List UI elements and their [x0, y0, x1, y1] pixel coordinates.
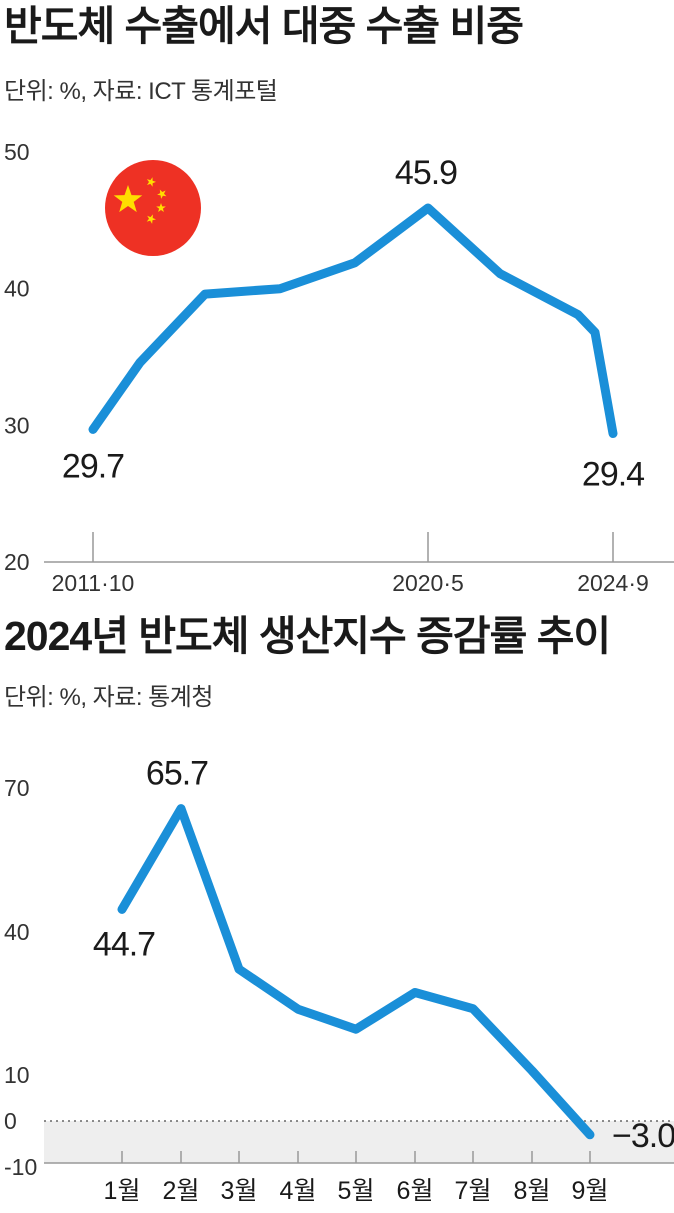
y-tick-label: 40 [4, 276, 30, 302]
negative-region [44, 1121, 674, 1163]
chart1-source-note: 단위: %, 자료: ICT 통계포털 [4, 78, 278, 105]
y-tick-label: 10 [4, 1062, 30, 1088]
chart2-source-note: 단위: %, 자료: 통계청 [4, 684, 213, 711]
flag-small-star-4 [146, 214, 156, 224]
flag-small-star-1 [146, 177, 156, 187]
data-label: 45.9 [395, 154, 457, 192]
flag-small-star-3 [156, 203, 166, 212]
x-category-label: 1월 [104, 1177, 141, 1205]
chart2-title: 2024년 반도체 생산지수 증감률 추이 [4, 613, 611, 659]
data-label: 29.7 [62, 447, 124, 485]
y-tick-label: 70 [4, 775, 30, 801]
flag-small-star-2 [157, 189, 167, 199]
x-category-label: 6월 [397, 1177, 434, 1205]
x-category-label: 3월 [221, 1177, 258, 1205]
y-tick-label: 40 [4, 919, 30, 945]
series-line [88, 203, 618, 438]
x-category-label: 7월 [455, 1177, 492, 1205]
flag-big-star [113, 185, 143, 213]
series-line [117, 804, 595, 1140]
y-tick-label: 0 [4, 1108, 17, 1134]
data-label: −3.0 [612, 1117, 674, 1155]
y-tick-label: -10 [4, 1154, 37, 1180]
data-label: 65.7 [146, 755, 208, 793]
data-label: 29.4 [582, 456, 644, 494]
x-category-label: 9월 [572, 1177, 609, 1205]
x-category-label: 8월 [514, 1177, 551, 1205]
x-category-label: 5월 [338, 1177, 375, 1205]
x-category-label: 4월 [280, 1177, 317, 1205]
y-tick-label: 30 [4, 412, 30, 438]
data-label: 44.7 [93, 925, 155, 963]
x-tick-label: 2011·10 [52, 570, 135, 596]
chart2-plot: 70 40 10 0 -10 1월 2월 3월 4월 5월 6월 7월 8월 9월 44.7 65.7 −3.0 [4, 755, 674, 1205]
x-tick-label: 2024·9 [577, 570, 649, 596]
china-flag-icon [105, 160, 201, 256]
y-tick-label: 50 [4, 139, 30, 165]
x-category-label: 2월 [163, 1177, 200, 1205]
chart1-plot: 50 40 30 20 2011·10 2020·5 2024·9 29.7 45.9 29.4 [4, 139, 674, 596]
flag-disc [105, 160, 201, 256]
x-tick-label: 2020·5 [392, 570, 464, 596]
chart1-title: 반도체 수출에서 대중 수출 비중 [4, 3, 524, 49]
y-tick-label: 20 [4, 549, 30, 575]
